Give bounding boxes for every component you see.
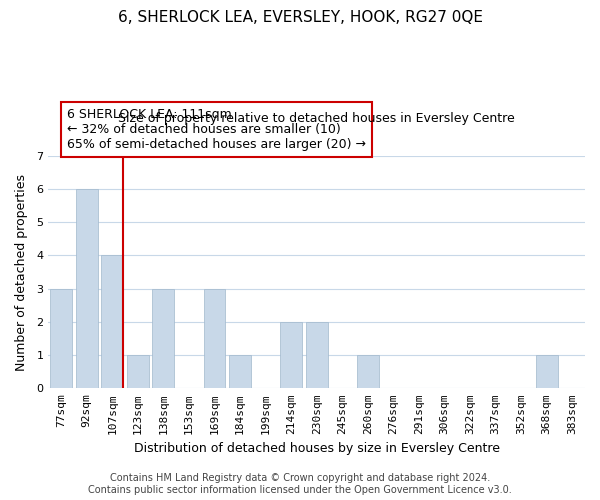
- Bar: [357, 355, 379, 388]
- Title: Size of property relative to detached houses in Eversley Centre: Size of property relative to detached ho…: [118, 112, 515, 126]
- Text: Contains HM Land Registry data © Crown copyright and database right 2024.
Contai: Contains HM Land Registry data © Crown c…: [88, 474, 512, 495]
- Bar: [280, 322, 302, 388]
- Bar: [536, 355, 557, 388]
- Bar: [203, 288, 225, 388]
- X-axis label: Distribution of detached houses by size in Eversley Centre: Distribution of detached houses by size …: [134, 442, 500, 455]
- Bar: [229, 355, 251, 388]
- Bar: [127, 355, 149, 388]
- Bar: [101, 256, 123, 388]
- Bar: [152, 288, 174, 388]
- Text: 6 SHERLOCK LEA: 111sqm
← 32% of detached houses are smaller (10)
65% of semi-det: 6 SHERLOCK LEA: 111sqm ← 32% of detached…: [67, 108, 366, 151]
- Text: 6, SHERLOCK LEA, EVERSLEY, HOOK, RG27 0QE: 6, SHERLOCK LEA, EVERSLEY, HOOK, RG27 0Q…: [118, 10, 482, 25]
- Y-axis label: Number of detached properties: Number of detached properties: [15, 174, 28, 370]
- Bar: [50, 288, 72, 388]
- Bar: [76, 189, 98, 388]
- Bar: [306, 322, 328, 388]
